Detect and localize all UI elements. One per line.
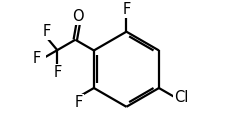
Text: F: F bbox=[75, 95, 83, 110]
Text: Cl: Cl bbox=[173, 90, 188, 105]
Text: F: F bbox=[122, 2, 130, 17]
Text: F: F bbox=[32, 51, 40, 66]
Text: O: O bbox=[72, 9, 84, 24]
Text: F: F bbox=[43, 24, 51, 39]
Text: F: F bbox=[53, 65, 61, 80]
